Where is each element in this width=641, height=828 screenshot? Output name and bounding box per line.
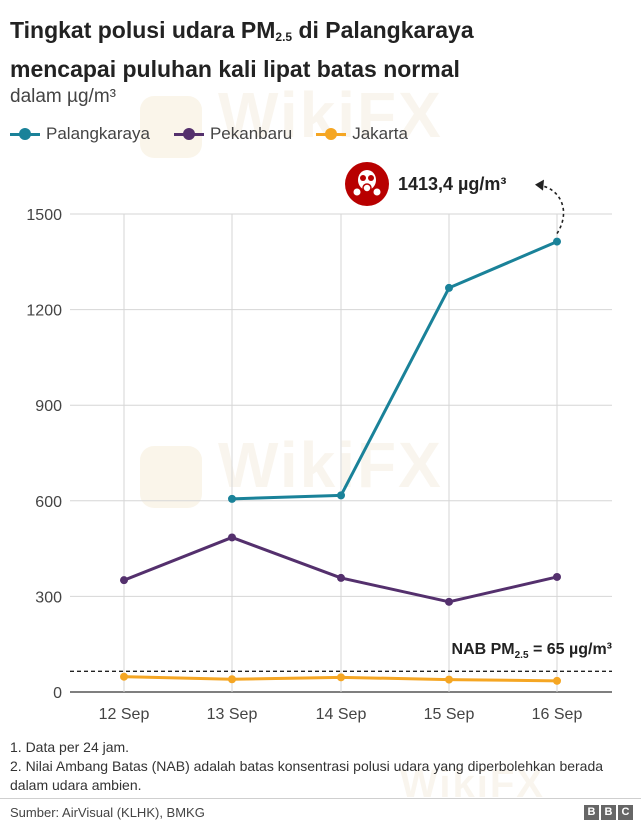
legend-swatch [10, 127, 40, 140]
data-point [120, 576, 128, 585]
data-point [337, 573, 345, 582]
mask-filter-right [373, 188, 381, 196]
legend: Palangkaraya Pekanbaru Jakarta [10, 124, 408, 144]
data-point [445, 675, 453, 684]
y-tick-label: 900 [35, 398, 62, 415]
data-point [553, 676, 561, 685]
data-point [445, 283, 453, 292]
legend-item-jakarta: Jakarta [316, 124, 408, 144]
peak-value-label: 1413,4 µg/m³ [398, 174, 506, 194]
source-text: Sumber: AirVisual (KLHK), BMKG [10, 805, 205, 820]
data-point [337, 491, 345, 500]
peak-annotation: 1413,4 µg/m³ [345, 162, 565, 235]
x-axis-ticks: 12 Sep 13 Sep 14 Sep 15 Sep 16 Sep [99, 706, 583, 723]
x-tick-label: 12 Sep [99, 706, 150, 723]
data-point [228, 533, 236, 542]
legend-label: Jakarta [352, 124, 408, 143]
mask-filter-left [353, 188, 361, 196]
peak-arrow-head [535, 179, 544, 191]
line-chart: 0 300 600 900 1200 1500 12 Sep 13 Sep 14 Sep 15 … [26, 162, 612, 723]
chart-title: Tingkat polusi udara PM2.5 di Palangkara… [10, 14, 630, 85]
y-tick-label: 1500 [26, 207, 62, 224]
bbc-letter: B [601, 805, 616, 820]
data-point [120, 672, 128, 681]
series-line-palangkaraya [231, 240, 558, 501]
mask-eye [368, 175, 374, 181]
y-tick-label: 300 [35, 589, 62, 606]
x-tick-label: 16 Sep [532, 706, 583, 723]
x-tick-label: 13 Sep [207, 706, 258, 723]
data-point [553, 237, 561, 246]
y-axis-ticks: 0 300 600 900 1200 1500 [26, 207, 62, 702]
threshold-label-suffix: = 65 µg/m³ [529, 641, 612, 658]
bbc-letter: C [618, 805, 633, 820]
grid [70, 213, 612, 693]
legend-item-palangkaraya: Palangkaraya [10, 124, 150, 144]
data-point [228, 675, 236, 684]
data-point [445, 597, 453, 606]
bbc-logo: B B C [584, 805, 633, 820]
x-tick-label: 15 Sep [424, 706, 475, 723]
footer: Sumber: AirVisual (KLHK), BMKG B B C [0, 798, 641, 820]
title-part2: di Palangkaraya [292, 17, 474, 43]
title-subscript: 2.5 [275, 30, 293, 44]
data-point [228, 494, 236, 503]
series-lines [120, 237, 561, 685]
title-part1: Tingkat polusi udara PM [10, 17, 276, 43]
x-tick-label: 14 Sep [316, 706, 367, 723]
mask-eye [360, 175, 366, 181]
note-2: 2. Nilai Ambang Batas (NAB) adalah batas… [10, 758, 604, 793]
data-point [553, 572, 561, 581]
peak-arrow [540, 184, 565, 235]
note-1: 1. Data per 24 jam. [10, 739, 130, 755]
y-tick-label: 1200 [26, 303, 62, 320]
legend-item-pekanbaru: Pekanbaru [173, 124, 293, 144]
bbc-letter: B [584, 805, 599, 820]
threshold-label-sub: 2.5 [515, 650, 529, 661]
y-tick-label: 0 [53, 685, 62, 702]
legend-swatch [316, 127, 347, 140]
watermark-logo [140, 446, 202, 508]
threshold-line: NAB PM2.5 = 65 µg/m³ [70, 641, 612, 672]
data-point [337, 673, 345, 682]
threshold-label-prefix: NAB PM [452, 641, 515, 658]
watermark-logo [140, 96, 202, 158]
title-line2: mencapai puluhan kali lipat batas normal [10, 56, 460, 82]
legend-swatch [173, 127, 204, 140]
legend-label: Palangkaraya [46, 124, 150, 143]
mask-filter [362, 183, 372, 193]
y-tick-label: 600 [35, 494, 62, 511]
threshold-label: NAB PM2.5 = 65 µg/m³ [452, 641, 612, 661]
notes: 1. Data per 24 jam. 2. Nilai Ambang Bata… [10, 738, 630, 795]
mask-face [358, 170, 376, 190]
legend-label: Pekanbaru [209, 124, 293, 143]
chart-unit: dalam µg/m³ [10, 86, 116, 107]
